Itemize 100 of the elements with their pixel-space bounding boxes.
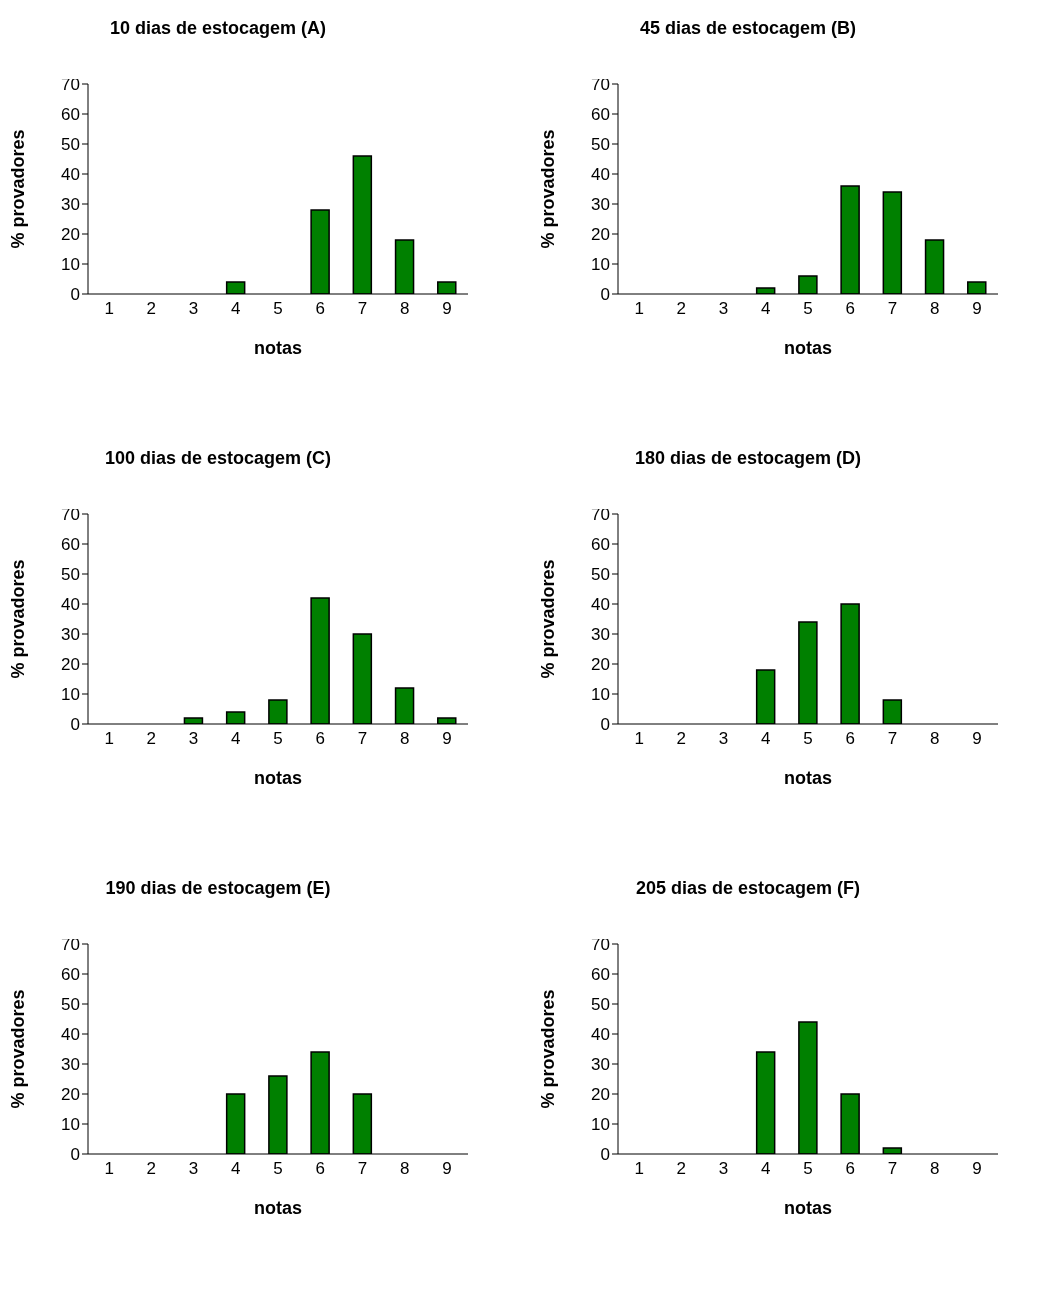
x-tick-label: 4	[761, 1159, 771, 1179]
x-tick-label: 6	[845, 729, 855, 749]
x-tick-label: 4	[761, 299, 771, 319]
x-axis-title: notas	[783, 768, 833, 788]
y-tick-label: 70	[591, 935, 610, 955]
x-tick-label: 7	[887, 299, 898, 319]
x-tick-label: 1	[634, 1159, 644, 1179]
y-tick-label: 60	[591, 965, 610, 985]
x-tick-label: 2	[146, 1159, 157, 1179]
x-tick-label: 7	[887, 729, 898, 749]
chart-title: 10 dias de estocagem (A)	[108, 18, 328, 39]
y-tick-label: 10	[591, 1115, 610, 1135]
x-tick-label: 5	[803, 1159, 813, 1179]
chart-title: 45 dias de estocagem (B)	[638, 18, 858, 39]
x-tick-label: 6	[315, 729, 325, 749]
y-tick-label: 70	[591, 505, 610, 525]
x-tick-label: 9	[442, 1159, 452, 1179]
y-axis-title: % provadores	[8, 129, 29, 249]
x-tick-label: 9	[972, 1159, 982, 1179]
x-tick-label: 8	[399, 1159, 410, 1179]
x-tick-label: 3	[188, 299, 199, 319]
y-tick-label: 30	[61, 625, 80, 645]
x-axis-title: notas	[783, 1198, 833, 1218]
y-tick-label: 40	[61, 595, 80, 615]
y-tick-label: 0	[600, 285, 610, 305]
x-tick-label: 6	[845, 299, 855, 319]
y-tick-label: 50	[591, 995, 610, 1015]
x-tick-label: 6	[315, 299, 325, 319]
y-tick-label: 10	[61, 255, 80, 275]
y-tick-label: 40	[591, 165, 610, 185]
x-axis-title: notas	[783, 338, 833, 358]
y-tick-label: 40	[61, 1025, 80, 1045]
x-axis-title: notas	[253, 338, 303, 358]
x-tick-label: 2	[146, 299, 157, 319]
y-tick-label: 10	[61, 1115, 80, 1135]
x-tick-label: 9	[442, 729, 452, 749]
x-tick-label: 8	[929, 1159, 940, 1179]
x-tick-label: 9	[972, 299, 982, 319]
x-tick-label: 9	[442, 299, 452, 319]
y-tick-label: 20	[61, 1085, 80, 1105]
x-tick-label: 4	[231, 1159, 241, 1179]
y-tick-label: 60	[61, 535, 80, 555]
x-tick-label: 5	[803, 729, 813, 749]
x-tick-label: 7	[357, 729, 368, 749]
x-tick-label: 8	[399, 729, 410, 749]
y-axis-title: % provadores	[538, 989, 559, 1109]
x-tick-label: 5	[803, 299, 813, 319]
y-tick-label: 10	[591, 685, 610, 705]
y-tick-label: 0	[600, 1145, 610, 1165]
y-axis-title: % provadores	[538, 129, 559, 249]
y-tick-label: 30	[591, 1055, 610, 1075]
x-tick-label: 2	[676, 299, 687, 319]
x-axis-title: notas	[253, 1198, 303, 1218]
y-tick-label: 60	[591, 105, 610, 125]
y-tick-label: 20	[61, 655, 80, 675]
y-tick-label: 50	[591, 565, 610, 585]
x-tick-label: 9	[972, 729, 982, 749]
x-tick-label: 3	[718, 1159, 729, 1179]
x-tick-label: 4	[231, 299, 241, 319]
y-tick-label: 60	[591, 535, 610, 555]
x-tick-label: 3	[188, 729, 199, 749]
x-tick-label: 4	[231, 729, 241, 749]
y-tick-label: 0	[70, 1145, 80, 1165]
x-tick-label: 5	[273, 1159, 283, 1179]
x-tick-label: 8	[929, 299, 940, 319]
x-tick-label: 1	[104, 1159, 114, 1179]
chart-title: 205 dias de estocagem (F)	[634, 878, 862, 899]
y-tick-label: 20	[591, 655, 610, 675]
x-tick-label: 5	[273, 729, 283, 749]
y-tick-label: 50	[61, 135, 80, 155]
y-tick-label: 30	[591, 195, 610, 215]
y-tick-label: 50	[61, 995, 80, 1015]
x-tick-label: 8	[929, 729, 940, 749]
x-tick-label: 8	[399, 299, 410, 319]
x-tick-label: 2	[676, 729, 687, 749]
chart-title: 100 dias de estocagem (C)	[103, 448, 333, 469]
x-tick-label: 3	[718, 729, 729, 749]
y-tick-label: 20	[61, 225, 80, 245]
y-tick-label: 70	[61, 505, 80, 525]
x-tick-label: 3	[188, 1159, 199, 1179]
x-tick-label: 1	[104, 299, 114, 319]
y-tick-label: 30	[61, 1055, 80, 1075]
y-tick-label: 40	[61, 165, 80, 185]
x-tick-label: 1	[634, 729, 644, 749]
y-tick-label: 30	[61, 195, 80, 215]
y-tick-label: 70	[61, 935, 80, 955]
x-axis-title: notas	[253, 768, 303, 788]
y-tick-label: 70	[591, 75, 610, 95]
x-tick-label: 2	[146, 729, 157, 749]
chart-title: 190 dias de estocagem (E)	[104, 878, 332, 899]
y-tick-label: 70	[61, 75, 80, 95]
y-tick-label: 10	[61, 685, 80, 705]
chart-title: 180 dias de estocagem (D)	[633, 448, 863, 469]
y-tick-label: 40	[591, 1025, 610, 1045]
x-tick-label: 4	[761, 729, 771, 749]
x-tick-label: 6	[845, 1159, 855, 1179]
y-tick-label: 50	[591, 135, 610, 155]
y-tick-label: 10	[591, 255, 610, 275]
y-tick-label: 0	[70, 715, 80, 735]
y-tick-label: 0	[70, 285, 80, 305]
